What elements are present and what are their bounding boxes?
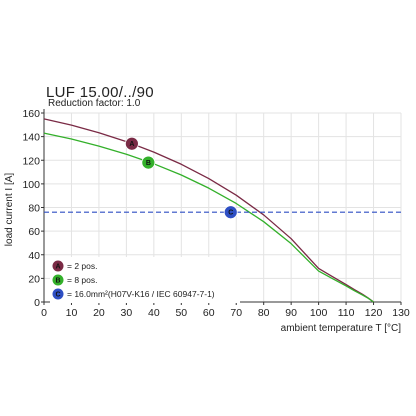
marker-label-a: A	[129, 141, 134, 148]
legend-marker-c: C	[55, 292, 60, 299]
series-markers: A B C	[124, 136, 238, 220]
tick-labels: 0 10 20 30 40 50 60 70 80 90 100 110 120 130 0 20 40 60 80…	[22, 108, 409, 319]
marker-label-c: C	[228, 210, 233, 217]
y-tick-label: 140	[22, 132, 40, 144]
legend-marker-b: B	[55, 278, 60, 285]
y-tick-label: 100	[22, 179, 40, 191]
x-tick-label: 60	[203, 307, 215, 319]
x-tick-label: 0	[41, 307, 47, 319]
x-tick-label: 50	[175, 307, 187, 319]
y-tick-label: 80	[28, 203, 40, 215]
marker-b	[141, 155, 156, 170]
y-tick-label: 40	[28, 250, 40, 262]
x-tick-label: 20	[93, 307, 105, 319]
legend-background	[50, 257, 240, 303]
marker-c	[223, 205, 238, 220]
series-line-b	[43, 132, 374, 303]
y-tick-label: 120	[22, 155, 40, 167]
y-tick-label: 20	[28, 273, 40, 285]
x-tick-label: 70	[230, 307, 242, 319]
legend-swatch-a	[52, 260, 64, 272]
marker-a	[124, 136, 139, 151]
y-tick-label: 0	[34, 297, 40, 309]
x-tick-label: 90	[285, 307, 297, 319]
x-tick-label: 120	[365, 307, 383, 319]
x-tick-label: 30	[121, 307, 133, 319]
y-tick-label: 60	[28, 226, 40, 238]
legend-label-c: = 16.0mm²(H07V-K16 / IEC 60947-7-1)	[67, 289, 215, 299]
series-layer	[43, 118, 401, 303]
legend-label-a: = 2 pos.	[67, 261, 97, 271]
y-tick-label: 160	[22, 108, 40, 120]
legend: A = 2 pos. B = 8 pos. C = 16.0mm²(H07V-K16 / …	[50, 257, 240, 303]
legend-swatch-b	[52, 274, 64, 286]
x-tick-label: 80	[258, 307, 270, 319]
marker-label-b: B	[146, 160, 151, 167]
legend-swatch-c	[52, 288, 64, 300]
y-axis-label: load current I [A]	[4, 173, 15, 247]
x-tick-label: 40	[148, 307, 160, 319]
legend-marker-a: A	[55, 264, 60, 271]
chart-title: LUF 15.00/../90	[46, 84, 154, 101]
chart-subtitle: Reduction factor: 1.0	[48, 98, 141, 109]
legend-label-b: = 8 pos.	[67, 275, 97, 285]
x-axis-label: ambient temperature T [°C]	[281, 323, 402, 334]
x-tick-label: 100	[310, 307, 328, 319]
x-tick-label: 110	[338, 307, 355, 319]
x-tick-label: 10	[66, 307, 78, 319]
x-tick-label: 130	[392, 307, 410, 319]
